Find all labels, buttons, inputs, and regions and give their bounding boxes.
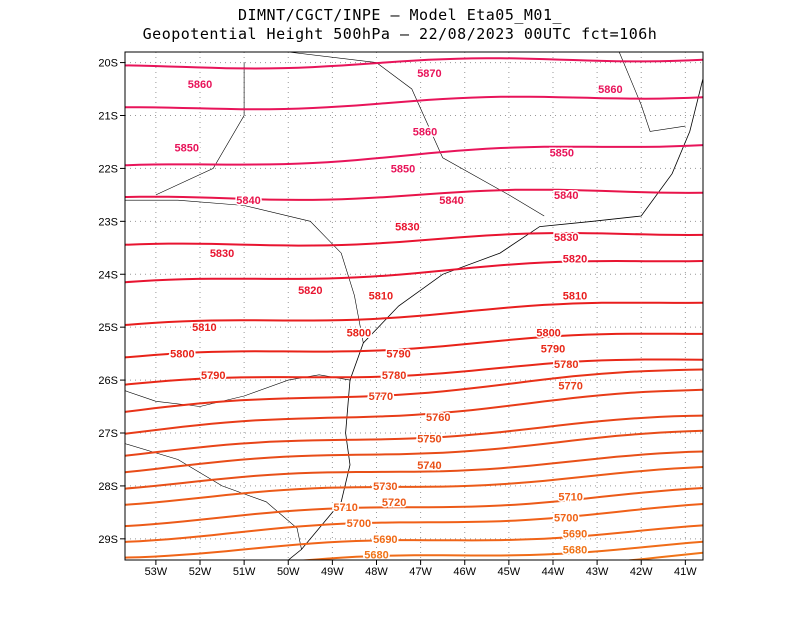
lon-tick-label: 53W <box>145 566 168 578</box>
contour-line-5740 <box>125 450 703 490</box>
contour-label: 5800 <box>170 349 194 361</box>
contour-label: 5860 <box>413 126 437 138</box>
contour-label: 5850 <box>391 163 415 175</box>
contour-label: 5790 <box>201 370 225 382</box>
contour-label: 5700 <box>554 513 578 525</box>
state-border <box>288 52 545 217</box>
contour-label: 5850 <box>175 142 199 154</box>
state-border <box>618 52 686 132</box>
contour-label: 5830 <box>554 232 578 244</box>
contour-line-5730 <box>125 466 703 506</box>
contour-label: 5860 <box>598 84 622 96</box>
contour-label: 5680 <box>563 544 587 556</box>
contour-label: 5720 <box>382 497 406 509</box>
contour-label: 5790 <box>386 349 410 361</box>
contour-line-5790 <box>125 358 703 386</box>
contour-line-5760 <box>125 414 703 457</box>
lon-tick-label: 52W <box>189 566 212 578</box>
lat-tick-label: 21S <box>98 111 118 123</box>
lon-tick-label: 43W <box>586 566 609 578</box>
contour-label: 5800 <box>347 327 371 339</box>
contour-line-5780 <box>125 368 703 413</box>
lon-tick-label: 47W <box>409 566 432 578</box>
lon-tick-label: 48W <box>365 566 388 578</box>
contour-label: 5810 <box>192 322 216 334</box>
contour-label: 5690 <box>373 534 397 546</box>
contour-line-5690 <box>297 540 703 560</box>
contour-line-5750 <box>125 429 703 474</box>
contour-line-5810 <box>125 301 703 326</box>
contour-label: 5800 <box>536 327 560 339</box>
contour-label: 5700 <box>347 518 371 530</box>
lat-tick-label: 20S <box>98 58 118 70</box>
chart-subtitle: Geopotential Height 500hPa – 22/08/2023 … <box>142 25 658 43</box>
lon-tick-label: 50W <box>277 566 300 578</box>
lon-tick-label: 51W <box>233 566 256 578</box>
contour-label: 5830 <box>395 222 419 234</box>
contour-label: 5770 <box>369 391 393 403</box>
lat-tick-label: 26S <box>98 375 118 387</box>
contour-label: 5870 <box>417 68 441 80</box>
lat-tick-label: 25S <box>98 322 118 334</box>
contour-label: 5790 <box>541 343 565 355</box>
contour-line-5870 <box>125 57 703 70</box>
contour-label: 5820 <box>298 285 322 297</box>
lat-tick-label: 28S <box>98 481 118 493</box>
contour-label: 5840 <box>554 190 578 202</box>
lon-tick-label: 41W <box>674 566 697 578</box>
contour-label: 5840 <box>236 195 260 207</box>
map-frame <box>124 51 704 561</box>
contour-line-5840 <box>125 188 703 201</box>
coastline <box>288 78 703 560</box>
contour-label: 5850 <box>550 148 574 160</box>
lon-tick-label: 45W <box>498 566 521 578</box>
lon-tick-label: 44W <box>542 566 565 578</box>
contour-label: 5730 <box>373 481 397 493</box>
lon-tick-label: 42W <box>630 566 653 578</box>
contour-label: 5810 <box>563 290 587 302</box>
contour-label: 5710 <box>333 502 357 514</box>
lon-tick-label: 49W <box>321 566 344 578</box>
contour-line-5800 <box>125 332 703 359</box>
contour-line-5720 <box>125 487 703 528</box>
lat-tick-label: 29S <box>98 534 118 546</box>
contour-label: 5840 <box>439 195 463 207</box>
lat-tick-label: 27S <box>98 428 118 440</box>
contour-label: 5820 <box>563 253 587 265</box>
contour-line-5700 <box>125 524 703 559</box>
contour-label: 5810 <box>369 290 393 302</box>
state-border <box>125 374 351 407</box>
contour-line-5860 <box>125 95 703 111</box>
contour-label: 5770 <box>558 380 582 392</box>
contour-line-5850 <box>125 144 703 167</box>
contour-label: 5750 <box>417 433 441 445</box>
contour-label: 5760 <box>426 412 450 424</box>
contour-label: 5690 <box>563 529 587 541</box>
contour-label: 5860 <box>188 79 212 91</box>
state-border <box>125 199 364 344</box>
lat-tick-label: 24S <box>98 269 118 281</box>
lat-tick-label: 22S <box>98 163 118 175</box>
contour-label: 5680 <box>364 550 388 562</box>
state-border <box>155 62 245 196</box>
contour-line-5710 <box>125 503 703 543</box>
contour-label: 5780 <box>382 370 406 382</box>
contour-line-5830 <box>125 232 703 247</box>
chart-title: DIMNT/CGCT/INPE – Model Eta05_M01_ <box>237 6 563 24</box>
contour-label: 5780 <box>554 359 578 371</box>
contour-label: 5740 <box>417 460 441 472</box>
lon-tick-label: 46W <box>453 566 476 578</box>
contour-label: 5710 <box>558 492 582 504</box>
contour-line-5770 <box>125 388 703 435</box>
contour-line-5820 <box>125 259 703 284</box>
lat-tick-label: 23S <box>98 216 118 228</box>
contour-label: 5830 <box>210 248 234 260</box>
